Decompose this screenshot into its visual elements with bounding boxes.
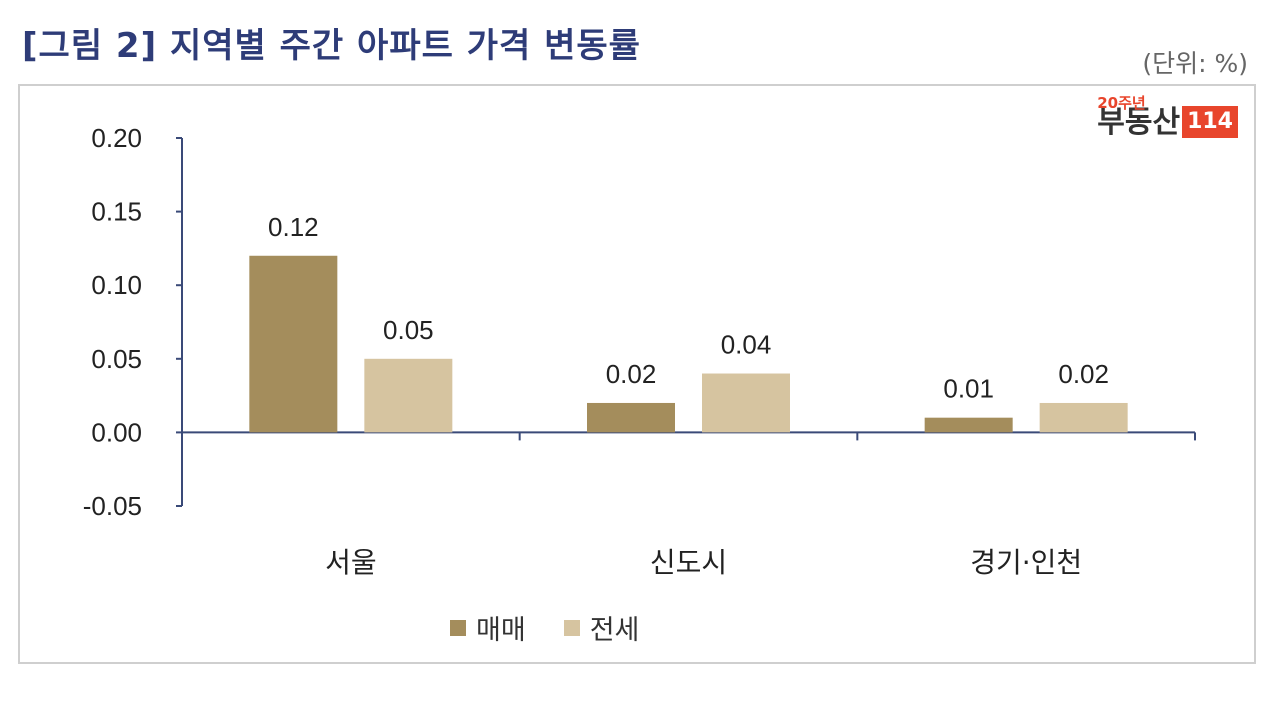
- legend: 매매 전세: [450, 608, 639, 647]
- legend-label-jeonse: 전세: [589, 615, 640, 646]
- logo-box: 114: [1182, 106, 1238, 139]
- brand-logo: 20주년 부동산 114: [1097, 94, 1238, 141]
- data-label: 0.01: [943, 374, 994, 404]
- bar-sale: [924, 417, 1013, 433]
- data-label: 0.12: [268, 212, 319, 242]
- chart-frame: [18, 84, 1256, 664]
- data-label: 0.05: [383, 315, 434, 345]
- data-label: 0.04: [721, 330, 772, 360]
- data-label: 0.02: [1058, 359, 1109, 389]
- legend-swatch-sale: [450, 619, 466, 636]
- y-tick-label: 0.00: [91, 417, 142, 447]
- category-label: 서울: [325, 546, 377, 579]
- logo-superscript: 20주년: [1097, 94, 1146, 112]
- y-tick-label: 0.15: [91, 197, 142, 227]
- bar-jeonse: [702, 373, 790, 433]
- legend-item-jeonse: 전세: [563, 608, 640, 647]
- bar-sale: [249, 255, 338, 433]
- y-tick-label: -0.05: [83, 491, 142, 521]
- y-tick-label: 0.05: [91, 344, 142, 374]
- legend-swatch-jeonse: [563, 619, 580, 636]
- bar-jeonse: [1039, 402, 1128, 433]
- bar-jeonse: [364, 358, 453, 433]
- legend-label-sale: 매매: [476, 615, 526, 646]
- legend-item-sale: 매매: [450, 608, 526, 647]
- bar-sale: [587, 402, 675, 433]
- unit-label: (단위: %): [1142, 49, 1248, 78]
- logo-text: 부동산: [1097, 105, 1181, 141]
- y-tick-label: 0.10: [91, 270, 142, 300]
- chart-title: [그림 2] 지역별 주간 아파트 가격 변동률: [22, 26, 641, 66]
- category-label: 신도시: [650, 546, 727, 579]
- category-label: 경기·인천: [970, 546, 1082, 579]
- y-tick-label: 0.20: [91, 123, 142, 153]
- data-label: 0.02: [606, 359, 657, 389]
